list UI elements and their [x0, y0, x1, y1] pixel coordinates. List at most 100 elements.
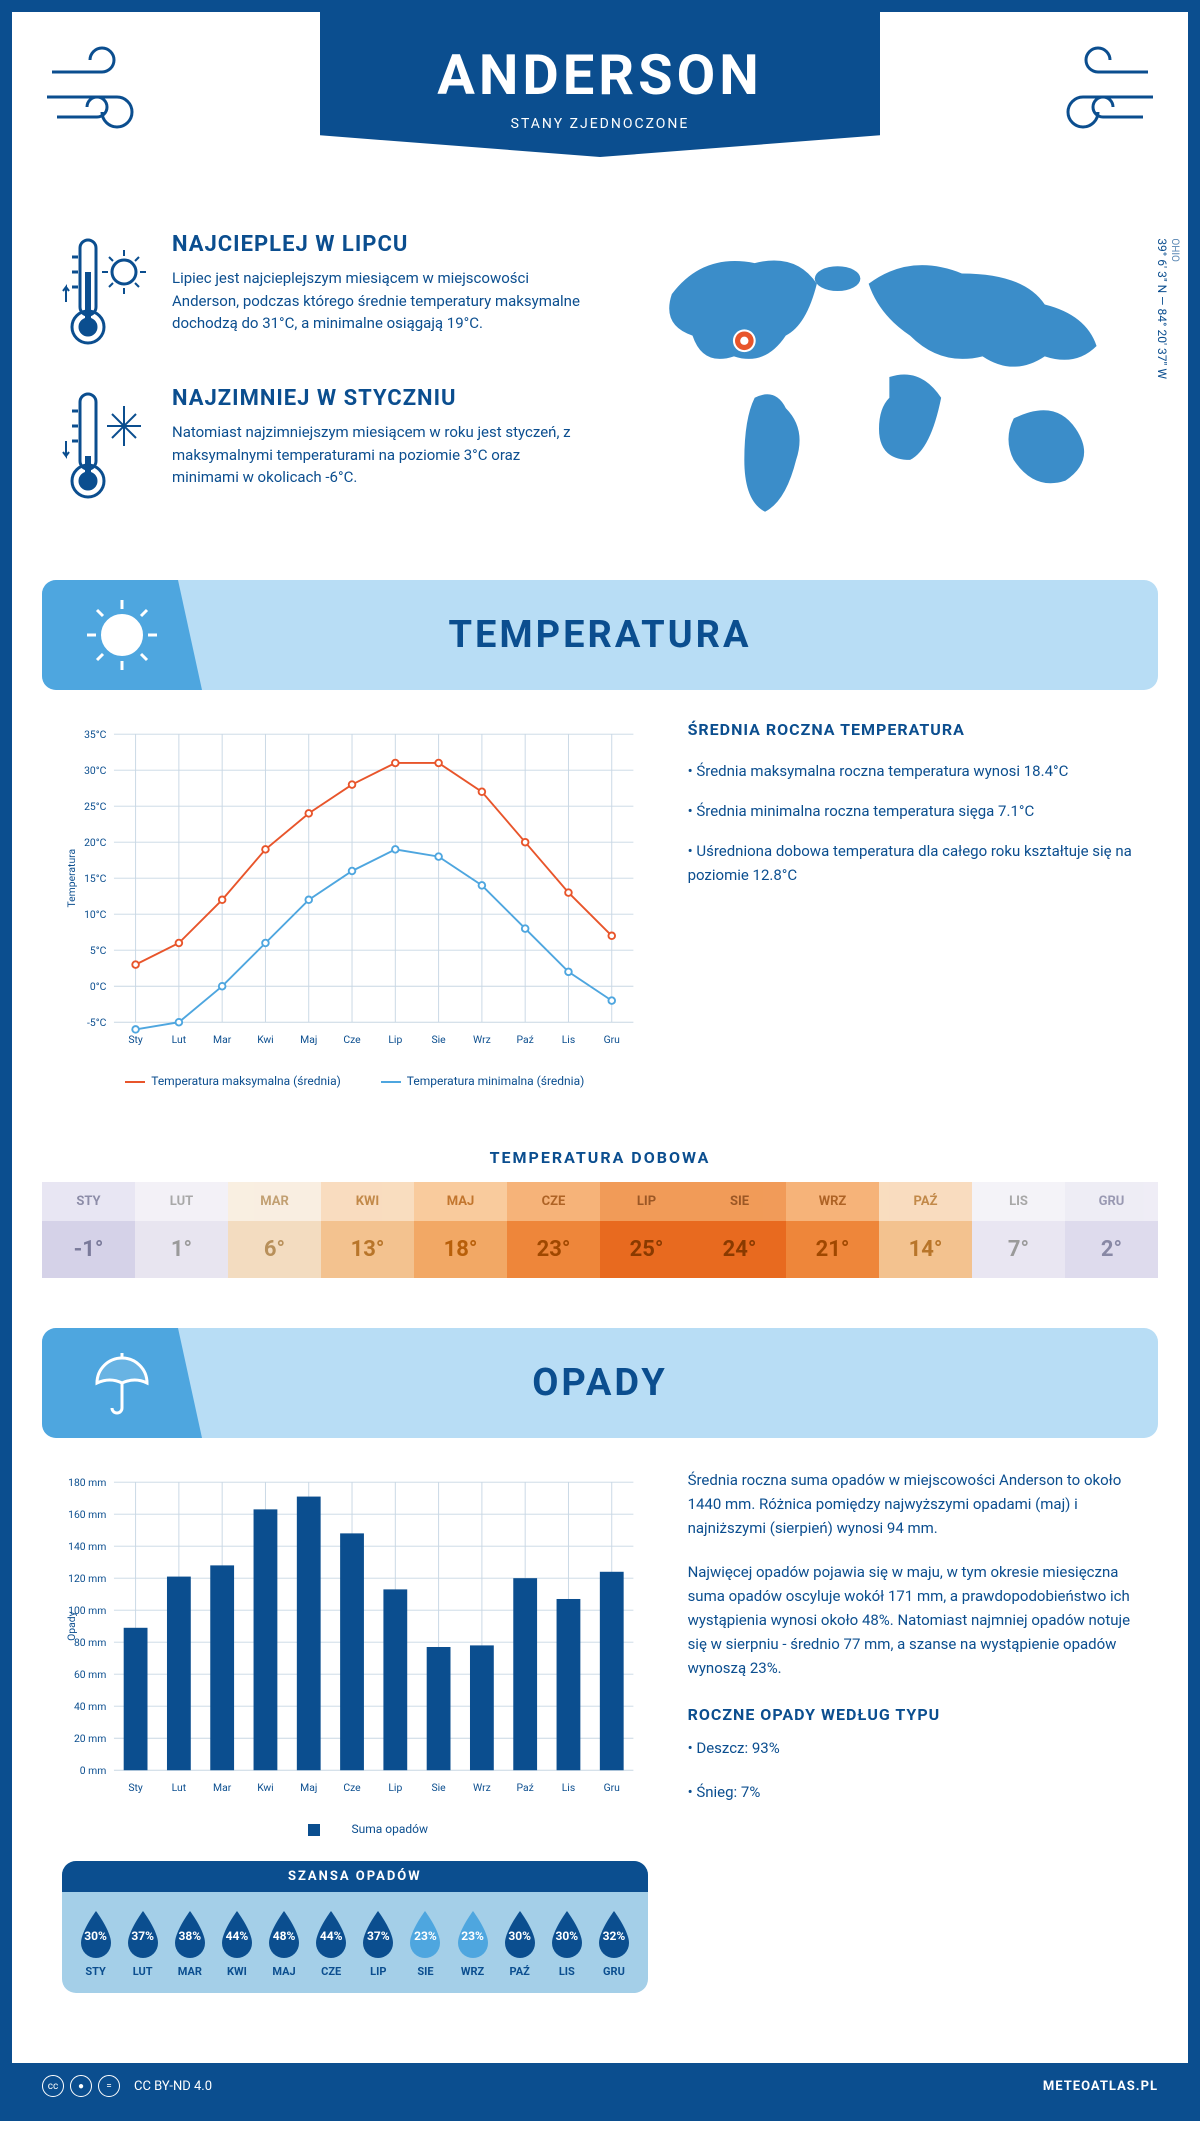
svg-text:160 mm: 160 mm: [68, 1508, 106, 1521]
svg-text:Lip: Lip: [388, 1033, 402, 1046]
temp-title: TEMPERATURA: [202, 613, 1158, 657]
temp-info-1: • Średnia maksymalna roczna temperatura …: [688, 759, 1138, 783]
svg-text:140 mm: 140 mm: [68, 1540, 106, 1553]
svg-text:180 mm: 180 mm: [68, 1476, 106, 1489]
drop-icon: 30%: [499, 1907, 541, 1959]
drop-icon: 30%: [75, 1907, 117, 1959]
header: ANDERSON STANY ZJEDNOCZONE: [12, 12, 1188, 212]
svg-text:Sty: Sty: [128, 1033, 143, 1046]
temperature-section-header: TEMPERATURA: [42, 580, 1158, 690]
svg-text:Kwi: Kwi: [257, 1033, 274, 1046]
intro-section: NAJCIEPLEJ W LIPCU Lipiec jest najcieple…: [12, 212, 1188, 580]
chance-cell: 38% MAR: [166, 1907, 213, 1978]
svg-text:25°C: 25°C: [84, 800, 107, 813]
daily-cell: MAR 6°: [228, 1182, 321, 1278]
page: ANDERSON STANY ZJEDNOCZONE NAJCIEPLEJ W …: [0, 0, 1200, 2121]
city-name: ANDERSON: [320, 42, 880, 108]
daily-cell: LIP 25°: [600, 1182, 693, 1278]
coldest-fact: NAJZIMNIEJ W STYCZNIU Natomiast najzimni…: [62, 386, 580, 510]
license: cc ● = CC BY-ND 4.0: [42, 2075, 212, 2097]
svg-text:Cze: Cze: [343, 1781, 361, 1794]
chance-cell: 30% LIS: [543, 1907, 590, 1978]
chance-cell: 37% LIP: [355, 1907, 402, 1978]
svg-text:Gru: Gru: [604, 1781, 621, 1794]
svg-text:-5°C: -5°C: [87, 1016, 107, 1029]
svg-text:Sie: Sie: [432, 1033, 447, 1046]
precip-legend-label: Suma opadów: [326, 1822, 429, 1836]
svg-text:Lip: Lip: [388, 1781, 402, 1794]
svg-text:Sty: Sty: [128, 1781, 143, 1794]
wind-icon: [1018, 42, 1158, 142]
temp-info-3: • Uśredniona dobowa temperatura dla całe…: [688, 839, 1138, 887]
svg-text:Mar: Mar: [213, 1033, 232, 1046]
svg-text:20 mm: 20 mm: [74, 1732, 106, 1745]
chance-cell: 37% LUT: [119, 1907, 166, 1978]
drop-icon: 23%: [404, 1907, 446, 1959]
daily-cell: SIE 24°: [693, 1182, 786, 1278]
svg-text:Mar: Mar: [213, 1781, 232, 1794]
precip-info-2: Najwięcej opadów pojawia się w maju, w t…: [688, 1560, 1138, 1680]
precip-section-header: OPADY: [42, 1328, 1158, 1438]
daily-cell: KWI 13°: [321, 1182, 414, 1278]
precipitation-chart: 0 mm20 mm40 mm60 mm80 mm100 mm120 mm140 …: [62, 1468, 648, 1808]
svg-text:15°C: 15°C: [84, 872, 107, 885]
precip-type-1: • Deszcz: 93%: [688, 1736, 1138, 1760]
temp-info-2: • Średnia minimalna roczna temperatura s…: [688, 799, 1138, 823]
svg-text:0 mm: 0 mm: [80, 1764, 107, 1777]
umbrella-icon: [42, 1328, 202, 1438]
temp-legend: Temperatura maksymalna (średnia) Tempera…: [62, 1074, 648, 1088]
drop-icon: 48%: [263, 1907, 305, 1959]
drop-icon: 44%: [310, 1907, 352, 1959]
svg-text:Sie: Sie: [432, 1781, 447, 1794]
svg-text:10°C: 10°C: [84, 908, 107, 921]
svg-text:30°C: 30°C: [84, 764, 107, 777]
drop-icon: 38%: [169, 1907, 211, 1959]
chance-cell: 44% KWI: [213, 1907, 260, 1978]
daily-cell: STY -1°: [42, 1182, 135, 1278]
svg-text:Lis: Lis: [562, 1781, 575, 1794]
chance-cell: 48% MAJ: [261, 1907, 308, 1978]
state-label: OHIO: [1170, 238, 1181, 379]
svg-text:Lut: Lut: [172, 1781, 187, 1794]
svg-text:Lut: Lut: [172, 1033, 187, 1046]
chance-cell: 32% GRU: [590, 1907, 637, 1978]
chance-title: SZANSA OPADÓW: [62, 1861, 648, 1892]
license-text: CC BY-ND 4.0: [134, 2079, 212, 2094]
daily-cell: WRZ 21°: [786, 1182, 879, 1278]
cold-title: NAJZIMNIEJ W STYCZNIU: [172, 386, 580, 411]
chance-cell: 30% STY: [72, 1907, 119, 1978]
daily-cell: MAJ 18°: [414, 1182, 507, 1278]
precip-title: OPADY: [202, 1361, 1158, 1405]
wind-icon: [42, 42, 182, 142]
svg-text:Maj: Maj: [300, 1033, 317, 1046]
drop-icon: 30%: [546, 1907, 588, 1959]
svg-text:Opady: Opady: [65, 1611, 78, 1640]
svg-text:Maj: Maj: [300, 1781, 317, 1794]
precip-info: Średnia roczna suma opadów w miejscowośc…: [688, 1468, 1138, 1993]
daily-cell: CZE 23°: [507, 1182, 600, 1278]
svg-text:35°C: 35°C: [84, 728, 107, 741]
thermometer-hot-icon: [62, 232, 152, 356]
temperature-chart: -5°C0°C5°C10°C15°C20°C25°C30°C35°CStyLut…: [62, 720, 648, 1088]
chance-cell: 30% PAŹ: [496, 1907, 543, 1978]
legend-max: Temperatura maksymalna (średnia): [125, 1074, 341, 1088]
drop-icon: 37%: [122, 1907, 164, 1959]
svg-text:Lis: Lis: [562, 1033, 575, 1046]
svg-text:Temperatura: Temperatura: [65, 849, 78, 908]
precip-legend: Suma opadów: [62, 1822, 648, 1836]
coordinates: OHIO 39° 6' 3" N — 84° 20' 37" W: [1156, 238, 1181, 379]
svg-text:Cze: Cze: [343, 1033, 361, 1046]
svg-text:Gru: Gru: [604, 1033, 621, 1046]
svg-text:40 mm: 40 mm: [74, 1700, 106, 1713]
svg-text:60 mm: 60 mm: [74, 1668, 106, 1681]
legend-min: Temperatura minimalna (średnia): [381, 1074, 585, 1088]
svg-text:120 mm: 120 mm: [68, 1572, 106, 1585]
precip-type-title: ROCZNE OPADY WEDŁUG TYPU: [688, 1705, 1138, 1724]
thermometer-cold-icon: [62, 386, 152, 510]
precip-type-2: • Śnieg: 7%: [688, 1780, 1138, 1804]
title-banner: ANDERSON STANY ZJEDNOCZONE: [320, 12, 880, 157]
daily-temp-table: STY -1° LUT 1° MAR 6° KWI 13° MAJ 18° CZ…: [42, 1182, 1158, 1278]
daily-temp-title: TEMPERATURA DOBOWA: [12, 1148, 1188, 1167]
drop-icon: 37%: [357, 1907, 399, 1959]
chance-box: SZANSA OPADÓW 30% STY 37% LUT 38% MAR 44…: [62, 1861, 648, 1993]
